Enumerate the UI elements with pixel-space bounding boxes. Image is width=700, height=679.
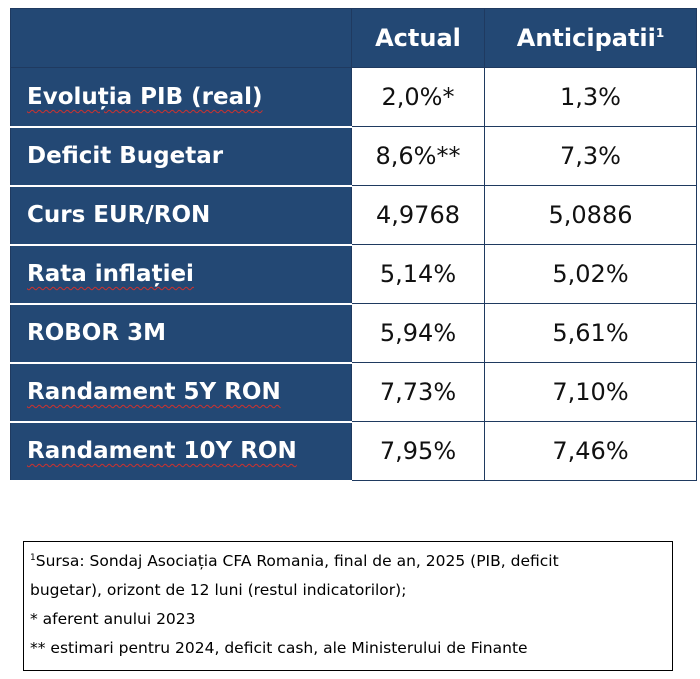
row-label: Randament 5Y RON: [10, 362, 352, 423]
table-row: Evoluția PIB (real) 2,0%* 1,3%: [10, 67, 697, 128]
table-row: Randament 5Y RON 7,73% 7,10%: [10, 362, 697, 423]
footnote-source-continued: bugetar), orizont de 12 luni (restul ind…: [30, 581, 407, 599]
table-row: ROBOR 3M 5,94% 5,61%: [10, 303, 697, 364]
footnote-source: 1Sursa: Sondaj Asociația CFA Romania, fi…: [30, 547, 672, 576]
table-row: Randament 10Y RON 7,95% 7,46%: [10, 421, 697, 482]
row-label-text: Deficit Bugetar: [27, 143, 224, 169]
row-label: Evoluția PIB (real): [10, 67, 352, 128]
row-label: Randament 10Y RON: [10, 421, 352, 482]
header-actual: Actual: [351, 8, 485, 68]
row-anticipated: 5,02%: [484, 244, 697, 304]
row-actual: 5,14%: [351, 244, 485, 304]
table-header-row: Actual Anticipatii1: [10, 8, 697, 68]
header-blank-cell: [10, 8, 352, 68]
header-anticipated: Anticipatii1: [484, 8, 697, 68]
header-actual-label: Actual: [375, 24, 461, 52]
row-anticipated: 1,3%: [484, 67, 697, 127]
row-label: Curs EUR/RON: [10, 185, 352, 246]
header-anticipated-footnote-mark: 1: [655, 26, 665, 40]
row-anticipated: 5,61%: [484, 303, 697, 363]
table-row: Deficit Bugetar 8,6%** 7,3%: [10, 126, 697, 187]
row-actual: 8,6%**: [351, 126, 485, 186]
footnote-double-asterisk: ** estimari pentru 2024, deficit cash, a…: [30, 639, 528, 657]
footnote-mark: 1: [30, 552, 36, 563]
row-anticipated: 7,46%: [484, 421, 697, 481]
footnote-single-asterisk: * aferent anului 2023: [30, 610, 196, 628]
row-anticipated: 5,0886: [484, 185, 697, 245]
row-actual: 5,94%: [351, 303, 485, 363]
row-actual: 7,73%: [351, 362, 485, 422]
row-label: Deficit Bugetar: [10, 126, 352, 187]
row-anticipated: 7,3%: [484, 126, 697, 186]
row-label-text: Curs EUR/RON: [27, 202, 211, 228]
table-row: Rata inflației 5,14% 5,02%: [10, 244, 697, 305]
row-label-text: Randament 10Y RON: [27, 438, 297, 464]
row-label-text: Rata inflației: [27, 261, 194, 287]
row-anticipated: 7,10%: [484, 362, 697, 422]
footnotes-box: 1Sursa: Sondaj Asociația CFA Romania, fi…: [23, 541, 673, 671]
row-label: Rata inflației: [10, 244, 352, 305]
footnote-source-text: Sursa: Sondaj Asociația CFA Romania, fin…: [35, 552, 559, 570]
row-label: ROBOR 3M: [10, 303, 352, 364]
row-actual: 2,0%*: [351, 67, 485, 127]
row-label-text: Randament 5Y RON: [27, 379, 281, 405]
row-label-text: ROBOR 3M: [27, 320, 166, 346]
row-actual: 4,9768: [351, 185, 485, 245]
row-actual: 7,95%: [351, 421, 485, 481]
indicators-table: Actual Anticipatii1 Evoluția PIB (real) …: [10, 8, 697, 482]
row-label-text: Evoluția PIB (real): [27, 83, 263, 110]
table-row: Curs EUR/RON 4,9768 5,0886: [10, 185, 697, 246]
header-anticipated-label: Anticipatii: [516, 24, 656, 52]
